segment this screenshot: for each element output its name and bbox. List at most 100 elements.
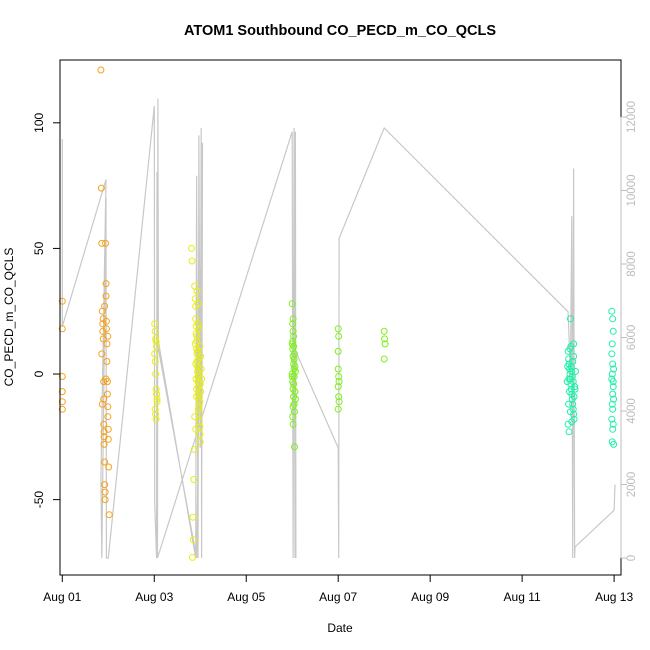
data-point — [609, 315, 617, 323]
data-point — [104, 435, 112, 443]
data-point — [152, 335, 160, 343]
data-point — [102, 292, 110, 300]
y-tick-label: -50 — [32, 491, 46, 509]
data-point — [608, 415, 616, 423]
secondary-tick-label: 0 — [626, 555, 638, 561]
secondary-tick-label: 12000 — [626, 101, 638, 133]
data-point — [197, 352, 205, 360]
data-point — [610, 440, 618, 448]
data-point — [381, 335, 389, 343]
data-point — [609, 327, 617, 335]
data-point — [291, 363, 299, 370]
data-point — [152, 415, 160, 423]
data-point — [196, 380, 204, 388]
data-point — [291, 368, 299, 375]
data-point — [195, 418, 203, 426]
data-point — [566, 388, 573, 396]
data-point — [608, 400, 616, 408]
data-point — [153, 395, 161, 403]
data-point — [101, 488, 109, 496]
data-point — [190, 476, 198, 483]
data-point — [570, 352, 578, 360]
data-point — [101, 302, 109, 310]
data-point — [188, 257, 196, 265]
x-axis-label: Date — [327, 621, 353, 635]
data-point — [288, 300, 296, 308]
data-points-layer — [58, 66, 618, 561]
data-point — [610, 395, 618, 403]
data-point — [334, 383, 342, 391]
data-point — [570, 393, 578, 401]
x-tick-label: Aug 01 — [43, 590, 81, 604]
data-point — [197, 365, 205, 373]
data-point — [103, 340, 111, 348]
data-point — [105, 511, 113, 519]
data-point — [335, 393, 343, 401]
data-point — [98, 350, 106, 358]
data-point — [103, 390, 111, 398]
secondary-tick-label: 4000 — [626, 398, 638, 424]
data-point — [58, 388, 66, 396]
data-point — [563, 378, 571, 386]
data-point — [291, 350, 298, 358]
data-point — [188, 244, 195, 252]
data-point — [290, 380, 298, 388]
data-point — [334, 365, 342, 373]
x-tick-label: Aug 11 — [504, 590, 541, 604]
data-point — [153, 390, 161, 398]
data-point — [102, 325, 110, 333]
data-point — [101, 481, 109, 489]
data-point — [197, 388, 205, 396]
data-point — [609, 378, 617, 386]
data-point — [105, 463, 113, 471]
data-point — [97, 66, 105, 74]
data-point — [570, 340, 578, 348]
data-point — [290, 355, 298, 363]
data-point — [571, 385, 579, 393]
data-point — [58, 405, 66, 413]
data-point — [566, 408, 574, 416]
data-point — [152, 385, 160, 393]
data-point — [194, 300, 202, 308]
data-point — [191, 413, 199, 421]
secondary-series-line — [61, 98, 616, 559]
data-point — [609, 390, 617, 398]
data-point — [195, 325, 203, 333]
data-point — [196, 342, 204, 350]
data-point — [609, 360, 617, 368]
secondary-series-layer — [61, 98, 616, 559]
plot-frame — [59, 59, 622, 576]
data-point — [151, 327, 159, 335]
data-point — [104, 425, 112, 433]
data-point — [194, 320, 202, 328]
data-point — [98, 400, 106, 408]
data-point — [196, 438, 204, 446]
data-point — [104, 403, 112, 411]
data-point — [291, 395, 299, 403]
data-point — [189, 513, 197, 521]
data-point — [289, 420, 297, 428]
y-axis-label: CO_PECD_m_CO_QCLS — [2, 248, 16, 387]
data-point — [289, 327, 297, 335]
data-point — [289, 337, 297, 345]
data-point — [571, 383, 579, 391]
data-point — [153, 398, 161, 406]
y-tick-label: 50 — [32, 241, 46, 255]
data-point — [565, 428, 573, 436]
data-point — [567, 363, 575, 370]
data-point — [568, 418, 576, 426]
data-point — [188, 553, 196, 561]
data-point — [193, 332, 201, 340]
data-point — [103, 358, 111, 365]
data-point — [104, 332, 112, 340]
data-point — [290, 373, 298, 380]
data-point — [152, 410, 160, 418]
secondary-tick-label: 10000 — [626, 175, 638, 207]
data-point — [102, 317, 110, 325]
data-point — [58, 325, 66, 333]
data-point — [608, 370, 616, 378]
data-point — [608, 350, 616, 358]
data-point — [288, 373, 296, 380]
x-tick-label: Aug 03 — [135, 590, 173, 604]
x-tick-label: Aug 07 — [319, 590, 357, 604]
